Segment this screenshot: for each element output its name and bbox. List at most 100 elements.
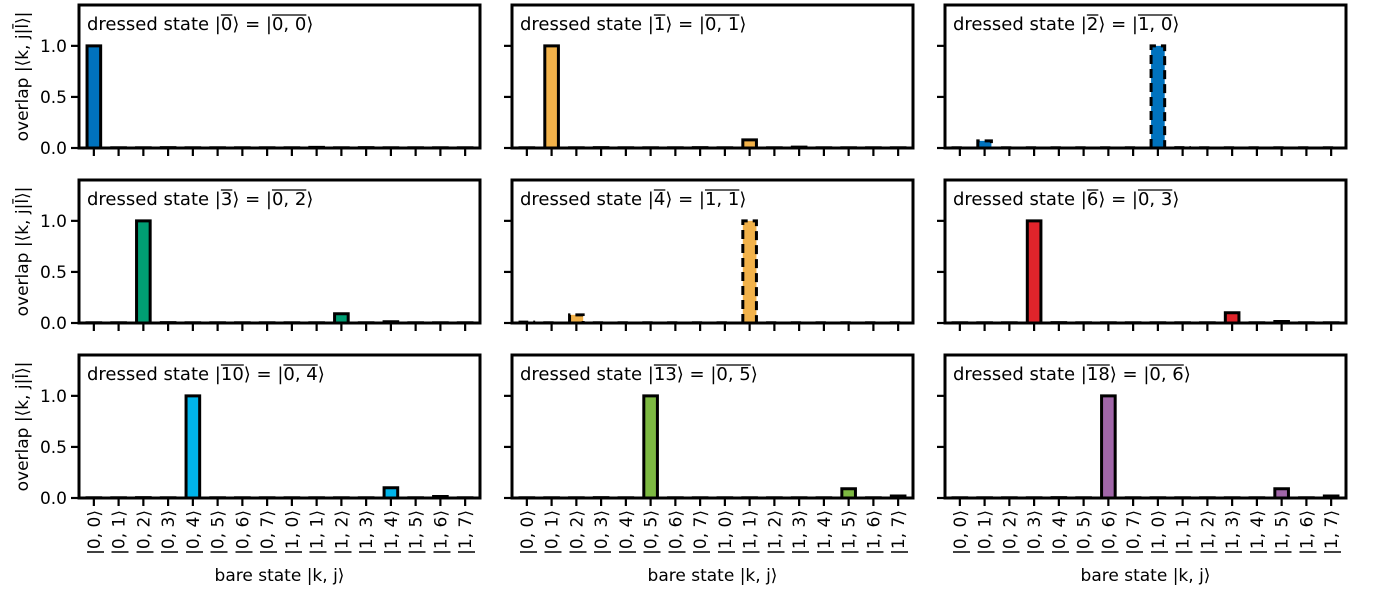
y-axis-label: overlap |⟨k, j|l̄⟩|: [11, 187, 33, 317]
x-tick-label: |0, 6⟩: [666, 510, 686, 555]
bar: [186, 395, 200, 498]
panel-title: dressed state |2⟩ = |1, 0⟩: [953, 14, 1179, 35]
title-suffix: ⟩: [1172, 189, 1179, 210]
bar-outline: [976, 139, 993, 148]
bar: [569, 314, 584, 323]
bar: [1101, 395, 1116, 498]
x-tick-label: |0, 3⟩: [592, 510, 612, 555]
title-middle: ⟩ = |: [665, 189, 705, 210]
x-tick-label: |1, 3⟩: [357, 510, 377, 555]
y-axis-label: overlap |⟨k, j|l̄⟩|: [11, 12, 33, 142]
axes-frame: [77, 3, 482, 150]
x-tick-label: |1, 1⟩: [308, 510, 328, 555]
bar-outline: [382, 486, 400, 498]
bar-outline: [543, 44, 560, 148]
x-tick-label: |1, 0⟩: [283, 510, 303, 555]
x-tick-label: |0, 2⟩: [567, 510, 587, 555]
dressed-index: 18: [1087, 364, 1110, 385]
x-tick-label: |0, 4⟩: [617, 510, 637, 555]
panel-3: 0.0 0.5 1.0 dressed state |3⟩ = |0, 2⟩ overl…: [11, 178, 482, 334]
x-tick-label: |1, 5⟩: [407, 510, 427, 555]
panel-1: dressed state |1⟩ = |0, 1⟩: [504, 3, 915, 156]
bare-label: 0, 3: [1138, 189, 1172, 210]
x-tick-label: |1, 7⟩: [889, 510, 909, 555]
title-middle: ⟩ = |: [232, 14, 272, 35]
bare-label: 1, 0: [1138, 14, 1172, 35]
x-tick-label: |1, 6⟩: [431, 510, 451, 555]
y-tick-label: 1.0: [40, 37, 67, 57]
x-tick-label: |0, 1⟩: [543, 510, 563, 555]
x-tick-label: |0, 5⟩: [1075, 510, 1095, 555]
x-tick-label: |1, 0⟩: [716, 510, 736, 555]
panel-4: dressed state |4⟩ = |1, 1⟩: [504, 178, 915, 331]
x-tick-label: |0, 1⟩: [110, 510, 130, 555]
title-suffix: ⟩: [1172, 14, 1179, 35]
bar: [544, 45, 559, 148]
dressed-index: 10: [221, 364, 244, 385]
title-suffix: ⟩: [306, 189, 313, 210]
x-tick-label: |1, 5⟩: [1273, 510, 1293, 555]
panel-title: dressed state |18⟩ = |0, 6⟩: [953, 364, 1191, 385]
panel-title: dressed state |3⟩ = |0, 2⟩: [87, 189, 313, 210]
x-tick-label: |0, 2⟩: [134, 510, 154, 555]
y-axis-label: overlap |⟨k, j|l̄⟩|: [11, 362, 33, 492]
title-suffix: ⟩: [306, 14, 313, 35]
bar-outline: [85, 44, 103, 148]
panel-2: dressed state |2⟩ = |1, 0⟩: [937, 3, 1348, 156]
x-tick-label: |1, 4⟩: [1248, 510, 1268, 555]
bar-outline: [1273, 487, 1290, 498]
y-tick-label: 0.0: [40, 314, 67, 334]
y-tick-label: 0.5: [40, 438, 67, 458]
bar: [742, 220, 757, 323]
bar: [742, 139, 757, 148]
x-tick-label: |1, 6⟩: [1297, 510, 1317, 555]
dressed-index: 1: [654, 14, 665, 35]
x-tick-label: |0, 7⟩: [691, 510, 711, 555]
bar: [1027, 220, 1041, 323]
dressed-index: 6: [1087, 189, 1098, 210]
title-suffix: ⟩: [739, 189, 746, 210]
title-prefix: dressed state |: [87, 364, 221, 385]
bar-outline: [184, 394, 202, 498]
title-prefix: dressed state |: [953, 189, 1087, 210]
x-tick-label: |0, 5⟩: [642, 510, 662, 555]
axes-frame: [510, 3, 915, 150]
y-tick-label: 0.5: [40, 263, 67, 283]
title-prefix: dressed state |: [953, 364, 1087, 385]
title-middle: ⟩ = |: [1098, 14, 1138, 35]
bar-outline: [1025, 219, 1043, 323]
x-tick-label: |0, 6⟩: [1099, 510, 1119, 555]
title-prefix: dressed state |: [520, 189, 654, 210]
axes-frame: [510, 178, 915, 325]
x-tick-label: |1, 1⟩: [1174, 510, 1194, 555]
x-tick-label: |0, 0⟩: [85, 510, 105, 555]
x-tick-label: |0, 0⟩: [518, 510, 538, 555]
dressed-index: 0: [221, 14, 232, 35]
axes-frame: [943, 178, 1348, 325]
title-prefix: dressed state |: [520, 364, 654, 385]
axes-frame: [943, 3, 1348, 150]
x-tick-label: |1, 6⟩: [864, 510, 884, 555]
bare-label: 0, 1: [705, 14, 739, 35]
panel-7: dressed state |13⟩ = |0, 5⟩|0, 0⟩ |0, 1⟩ |…: [504, 353, 915, 586]
axes-frame: [510, 353, 915, 500]
panel-title: dressed state |13⟩ = |0, 5⟩: [520, 364, 758, 385]
title-middle: ⟩ = |: [232, 189, 272, 210]
x-axis-label: bare state |k, j⟩: [648, 566, 778, 586]
bar-outline: [642, 394, 659, 498]
title-prefix: dressed state |: [87, 14, 221, 35]
x-tick-label: |0, 7⟩: [1124, 510, 1144, 555]
panel-title: dressed state |0⟩ = |0, 0⟩: [87, 14, 313, 35]
y-tick-label: 1.0: [40, 387, 67, 407]
bar-outline: [741, 138, 758, 148]
x-tick-label: |0, 1⟩: [976, 510, 996, 555]
title-prefix: dressed state |: [953, 14, 1087, 35]
x-tick-label: |1, 4⟩: [815, 510, 835, 555]
panel-8: dressed state |18⟩ = |0, 6⟩|0, 0⟩ |0, 1⟩ |…: [937, 353, 1348, 586]
bar-outline: [568, 313, 585, 323]
panel-title: dressed state |4⟩ = |1, 1⟩: [520, 189, 746, 210]
x-axis-label: bare state |k, j⟩: [215, 566, 345, 586]
title-middle: ⟩ = |: [1110, 364, 1150, 385]
bar: [1274, 488, 1289, 498]
